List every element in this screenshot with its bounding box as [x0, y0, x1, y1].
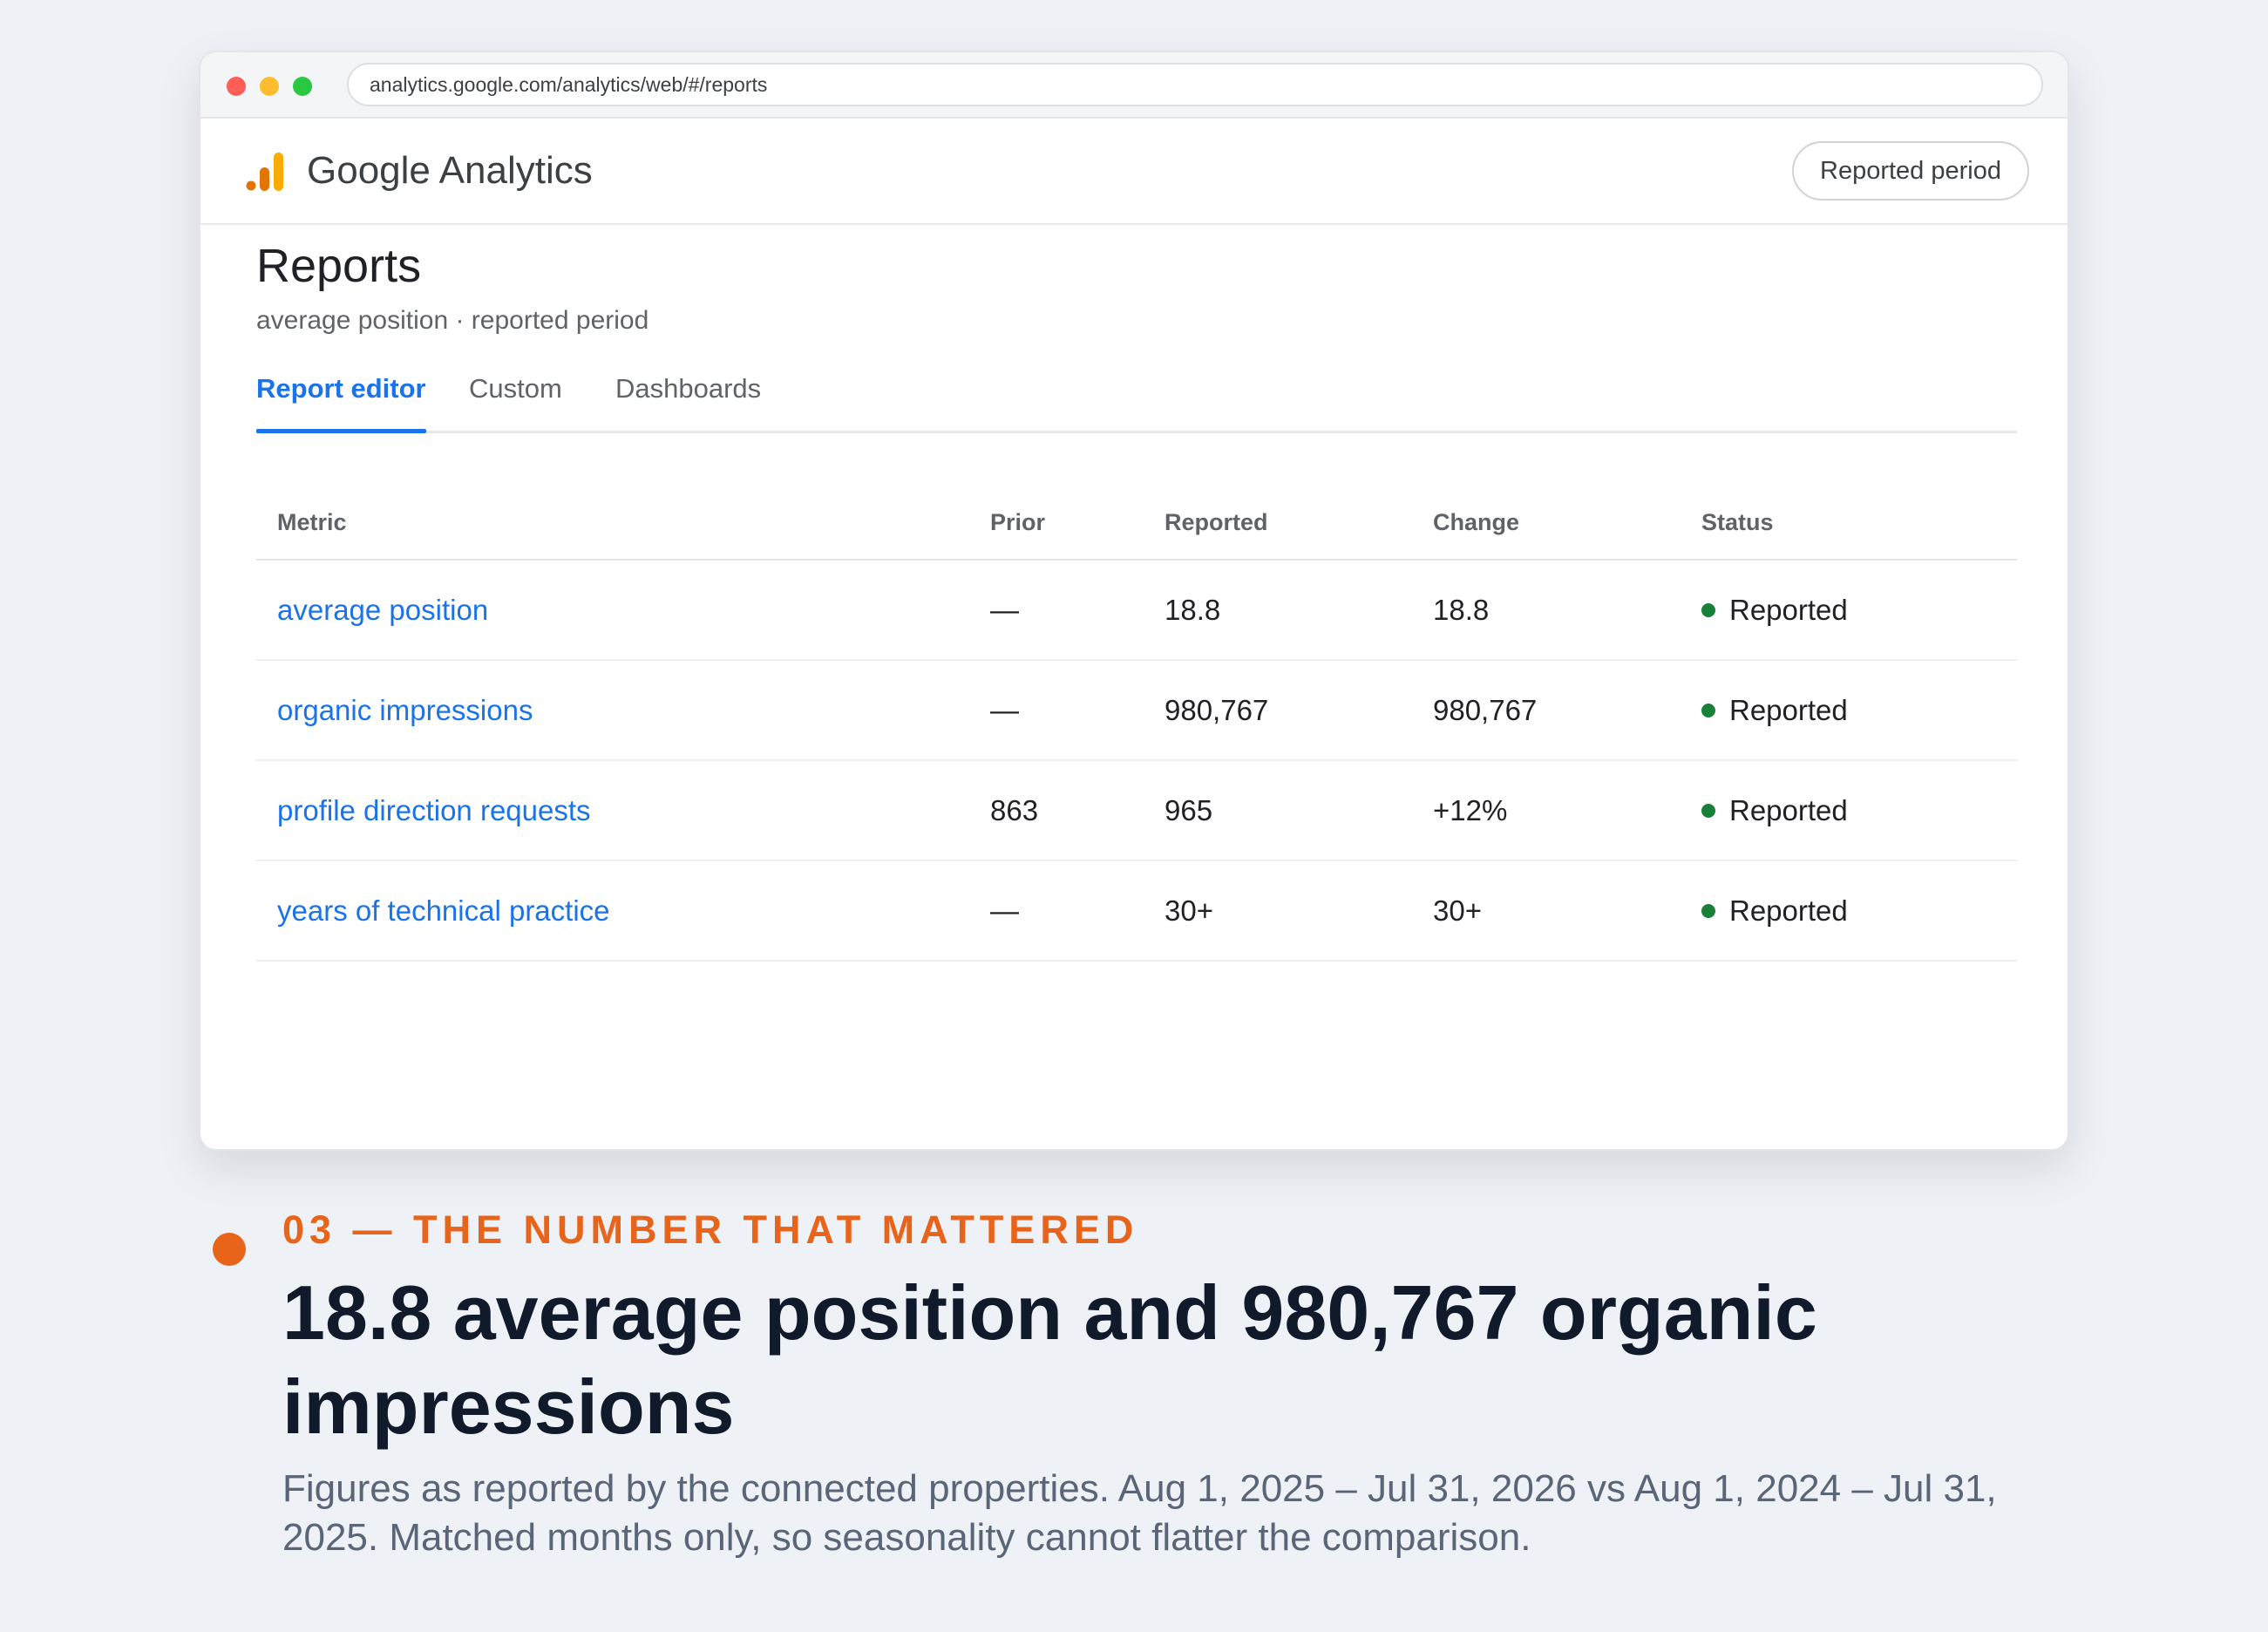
table-row: profile direction requests 863 965 +12% …: [256, 760, 2017, 861]
status-label: Reported: [1729, 693, 1848, 726]
maximize-window-button[interactable]: [293, 77, 312, 96]
caption-headline: 18.8 average position and 980,767 organi…: [282, 1269, 1817, 1450]
status-dot-icon: [1701, 703, 1715, 717]
table-row: organic impressions — 980,767 980,767 Re…: [256, 660, 2017, 761]
prior-value: —: [990, 660, 1165, 761]
table-header-row: Metric Prior Reported Change Status: [256, 486, 2017, 561]
change-value: +12%: [1433, 760, 1701, 861]
page-title: Reports: [256, 240, 422, 292]
reported-value: 18.8: [1165, 560, 1433, 661]
metric-link[interactable]: organic impressions: [277, 693, 533, 726]
report-table: Metric Prior Reported Change Status aver…: [256, 486, 2017, 962]
app-title: Google Analytics: [307, 149, 593, 192]
table-row: average position — 18.8 18.8 Reported: [256, 560, 2017, 661]
caption-eyebrow: 03 — THE NUMBER THAT MATTERED: [282, 1207, 1139, 1252]
page-subtitle: average position · reported period: [256, 306, 649, 335]
status-cell: Reported: [1701, 760, 2017, 861]
status-label: Reported: [1729, 793, 1848, 826]
caption-description: Figures as reported by the connected pro…: [282, 1467, 1997, 1559]
change-value: 980,767: [1433, 660, 1701, 761]
metric-link[interactable]: average position: [277, 593, 489, 626]
metric-link[interactable]: years of technical practice: [277, 894, 610, 927]
column-header-metric[interactable]: Metric: [256, 486, 990, 561]
column-header-reported[interactable]: Reported: [1165, 486, 1433, 561]
column-header-change[interactable]: Change: [1433, 486, 1701, 561]
tab-custom[interactable]: Custom: [469, 373, 562, 404]
table-row: years of technical practice — 30+ 30+ Re…: [256, 860, 2017, 962]
main-content: Reports average position · reported peri…: [256, 223, 2017, 962]
tab-report-editor[interactable]: Report editor: [256, 364, 426, 433]
close-window-button[interactable]: [227, 77, 246, 96]
metric-link[interactable]: profile direction requests: [277, 793, 591, 826]
status-label: Reported: [1729, 593, 1848, 626]
column-header-prior[interactable]: Prior: [990, 486, 1165, 561]
change-value: 30+: [1433, 860, 1701, 962]
google-analytics-logo-icon: [246, 153, 283, 191]
prior-value: —: [990, 860, 1165, 962]
status-label: Reported: [1729, 894, 1848, 927]
tab-dashboards[interactable]: Dashboards: [615, 373, 762, 404]
change-value: 18.8: [1433, 560, 1701, 661]
browser-chrome: analytics.google.com/analytics/web/#/rep…: [200, 52, 2068, 119]
reported-value: 30+: [1165, 860, 1433, 962]
reported-period-button[interactable]: Reported period: [1792, 141, 2029, 201]
column-header-status[interactable]: Status: [1701, 486, 2017, 561]
tab-bar: Report editor Custom Dashboards: [256, 364, 2017, 433]
browser-window: analytics.google.com/analytics/web/#/rep…: [199, 51, 2069, 1151]
status-cell: Reported: [1701, 860, 2017, 962]
status-cell: Reported: [1701, 660, 2017, 761]
caption-bullet-icon: [213, 1233, 246, 1266]
address-bar[interactable]: analytics.google.com/analytics/web/#/rep…: [347, 63, 2043, 106]
reported-value: 965: [1165, 760, 1433, 861]
reported-value: 980,767: [1165, 660, 1433, 761]
status-dot-icon: [1701, 803, 1715, 818]
minimize-window-button[interactable]: [260, 77, 279, 96]
prior-value: 863: [990, 760, 1165, 861]
status-cell: Reported: [1701, 560, 2017, 661]
prior-value: —: [990, 560, 1165, 661]
status-dot-icon: [1701, 602, 1715, 617]
app-header: Google Analytics Reported period: [200, 119, 2068, 225]
status-dot-icon: [1701, 903, 1715, 918]
